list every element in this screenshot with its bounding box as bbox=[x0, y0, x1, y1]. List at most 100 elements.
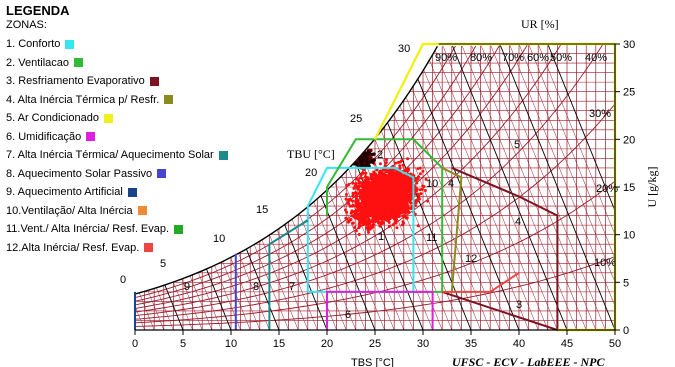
tbu-label: 15 bbox=[256, 204, 268, 216]
data-point bbox=[360, 212, 364, 216]
legend-swatch bbox=[65, 39, 75, 49]
data-point bbox=[361, 194, 365, 198]
legend-item: 9. Aquecimento Artificial bbox=[6, 183, 286, 202]
data-point bbox=[391, 192, 395, 196]
data-point bbox=[371, 225, 375, 229]
data-point bbox=[382, 205, 386, 209]
data-point bbox=[381, 189, 385, 193]
data-point bbox=[406, 168, 410, 172]
legend-swatch bbox=[127, 187, 137, 197]
data-point bbox=[361, 205, 365, 209]
enthalpy-line bbox=[393, 44, 510, 330]
ur-axis-label: UR [%] bbox=[521, 17, 559, 31]
enthalpy-line bbox=[470, 44, 587, 330]
x-tick-label: 40 bbox=[513, 338, 525, 350]
enthalpy-line bbox=[10, 44, 125, 330]
data-point bbox=[351, 199, 355, 203]
x-tick-label: 15 bbox=[273, 338, 285, 350]
data-point bbox=[398, 201, 402, 205]
rh-label: 20% bbox=[596, 183, 618, 195]
data-point bbox=[380, 203, 384, 207]
data-point bbox=[414, 204, 417, 208]
enthalpy-line bbox=[432, 44, 549, 330]
data-point bbox=[406, 157, 410, 161]
data-point bbox=[400, 182, 404, 186]
enthalpy-line bbox=[135, 44, 213, 330]
enthalpy-line bbox=[1, 44, 116, 330]
data-point bbox=[364, 201, 367, 205]
x-tick-label: 5 bbox=[180, 338, 186, 350]
data-point bbox=[395, 185, 399, 189]
legend-items: 1. Conforto 2. Ventilacao 3. Resfriamento … bbox=[6, 35, 286, 257]
data-point bbox=[426, 199, 430, 203]
data-point bbox=[377, 208, 381, 212]
data-point bbox=[379, 217, 383, 221]
legend-item: 5. Ar Condicionado bbox=[6, 109, 286, 128]
data-point bbox=[367, 182, 371, 185]
data-point bbox=[396, 160, 400, 164]
legend-item-label: 8. Aquecimento Solar Passivo bbox=[6, 167, 153, 180]
data-point bbox=[355, 202, 359, 206]
tbu-axis-label: TBU [°C] bbox=[287, 147, 335, 161]
data-point bbox=[378, 221, 382, 225]
data-point bbox=[400, 159, 403, 163]
enthalpy-label: 4 bbox=[515, 216, 521, 228]
data-point bbox=[361, 171, 365, 175]
data-point bbox=[354, 182, 358, 185]
data-point bbox=[388, 187, 392, 191]
tbu-label: 10 bbox=[213, 233, 225, 245]
zone-label: 7 bbox=[289, 281, 295, 293]
legend-swatch bbox=[157, 169, 167, 179]
data-point bbox=[351, 214, 355, 218]
data-points bbox=[343, 148, 430, 236]
data-point bbox=[369, 208, 373, 212]
data-point bbox=[385, 158, 388, 162]
x-axis-label: TBS [°C] bbox=[351, 357, 394, 367]
data-point bbox=[382, 209, 386, 213]
legend-swatch bbox=[218, 150, 228, 160]
data-point bbox=[362, 223, 365, 227]
legend-title: LEGENDA bbox=[6, 3, 70, 18]
enthalpy-line bbox=[135, 44, 165, 330]
data-point bbox=[360, 177, 364, 181]
rh-label: 90% bbox=[435, 52, 457, 64]
data-point bbox=[353, 216, 357, 220]
data-point bbox=[418, 197, 421, 201]
data-point bbox=[358, 221, 362, 225]
enthalpy-label: 5 bbox=[514, 139, 520, 151]
rh-curve bbox=[135, 44, 529, 309]
data-point bbox=[344, 216, 348, 220]
enthalpy-label: 3 bbox=[516, 299, 522, 311]
data-point-dense bbox=[356, 162, 360, 167]
x-tick-label: 50 bbox=[609, 338, 621, 350]
data-point bbox=[388, 172, 392, 176]
data-point bbox=[386, 200, 390, 204]
data-point bbox=[418, 172, 422, 176]
data-point bbox=[383, 164, 387, 167]
data-point bbox=[401, 220, 405, 224]
legend-item: 12.Alta Inércia/ Resf. Evap. bbox=[6, 239, 286, 258]
data-point bbox=[397, 215, 401, 218]
data-point bbox=[406, 177, 410, 181]
data-point bbox=[373, 196, 377, 199]
data-point bbox=[399, 206, 403, 210]
data-point bbox=[403, 208, 407, 212]
zone-label: 12 bbox=[465, 253, 477, 265]
x-tick-label: 35 bbox=[465, 338, 477, 350]
data-point bbox=[396, 182, 400, 186]
data-point bbox=[419, 192, 423, 196]
data-point bbox=[387, 225, 391, 228]
data-point bbox=[409, 207, 413, 211]
x-tick-label: 45 bbox=[561, 338, 573, 350]
zone-label: 10 bbox=[426, 178, 438, 190]
zone-label: 2 bbox=[377, 149, 383, 161]
y-tick-label: 5 bbox=[623, 277, 629, 289]
data-point bbox=[357, 233, 361, 236]
data-point bbox=[403, 215, 407, 219]
data-point bbox=[377, 188, 381, 192]
data-point bbox=[403, 189, 407, 193]
data-point bbox=[377, 211, 381, 215]
data-point bbox=[421, 184, 425, 188]
data-point bbox=[365, 191, 369, 195]
zone-label: 4 bbox=[448, 178, 454, 190]
